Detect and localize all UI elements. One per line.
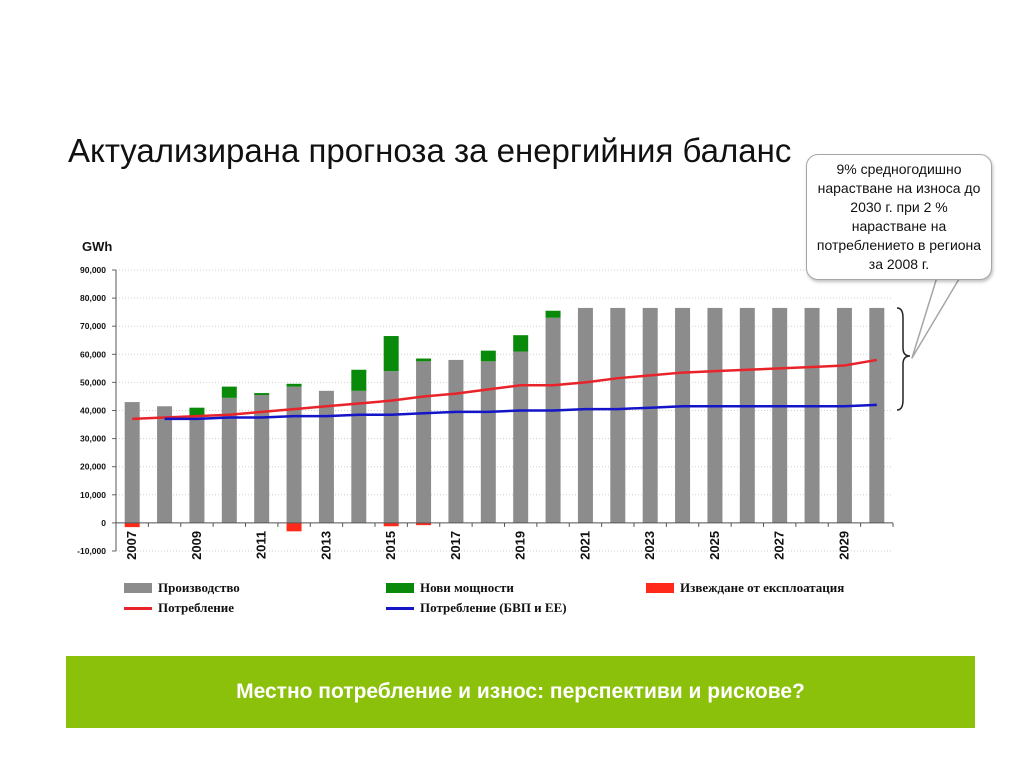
x-tick-label: 2017: [448, 531, 463, 560]
y-unit-label: GWh: [82, 239, 112, 254]
y-tick-label: 50,000: [80, 377, 106, 387]
bar-decommissioning: [124, 522, 140, 528]
y-tick-label: 80,000: [80, 293, 106, 303]
legend-label-production: Производство: [158, 580, 240, 595]
bar-production: [577, 307, 593, 523]
bar-production: [124, 402, 140, 523]
legend-label-consumption-gdp: Потребление (БВП и ЕЕ): [420, 600, 567, 615]
y-tick-label: 0: [101, 518, 106, 528]
y-tick-label: 30,000: [80, 434, 106, 444]
bar-production: [416, 361, 432, 523]
y-tick-label: 40,000: [80, 406, 106, 416]
x-tick-label: 2007: [124, 531, 139, 560]
bar-production: [254, 395, 270, 523]
legend-swatch-decommissioning: [646, 583, 674, 593]
bar-new-capacity: [221, 386, 237, 398]
x-tick-label: 2009: [189, 531, 204, 560]
legend-label-consumption: Потребление: [158, 600, 234, 615]
bar-production: [610, 307, 626, 523]
x-tick-label: 2025: [707, 531, 722, 560]
legend-label-decommissioning: Извеждане от експлоатация: [680, 580, 845, 595]
x-tick-label: 2019: [513, 531, 528, 560]
legend-swatch-new-capacity: [386, 583, 414, 593]
y-tick-label: 20,000: [80, 462, 106, 472]
x-tick-label: 2015: [383, 531, 398, 560]
bar-production: [480, 361, 496, 523]
bar-production: [157, 406, 173, 523]
legend-item-decommissioning: Извеждане от експлоатация: [646, 580, 844, 596]
bar-production: [448, 359, 464, 523]
legend-item-consumption-gdp: Потребление (БВП и ЕЕ): [386, 600, 567, 616]
y-tick-label: 90,000: [80, 265, 106, 275]
x-tick-label: 2021: [577, 531, 592, 560]
bar-production: [286, 386, 302, 523]
x-tick-label: 2029: [836, 531, 851, 560]
bar-new-capacity: [513, 335, 529, 352]
bar-decommissioning: [383, 522, 399, 527]
bar-decommissioning: [416, 522, 432, 526]
legend-item-production: Производство: [124, 580, 240, 596]
bar-new-capacity: [189, 407, 205, 417]
bar-production: [318, 390, 334, 523]
bar-production: [772, 307, 788, 523]
bar-production: [707, 307, 723, 523]
bar-production: [221, 397, 237, 523]
bar-production: [869, 307, 885, 523]
bar-production: [739, 307, 755, 523]
bar-production: [642, 307, 658, 523]
legend-swatch-consumption: [124, 606, 152, 610]
y-tick-label: 60,000: [80, 349, 106, 359]
bar-production: [836, 307, 852, 523]
x-tick-label: 2011: [254, 531, 269, 559]
bar-production: [675, 307, 691, 523]
bar-production: [189, 416, 205, 523]
slide-title: Актуализирана прогноза за енергийния бал…: [68, 132, 792, 169]
bar-new-capacity: [480, 350, 496, 362]
bottom-banner: Местно потребление и износ: перспективи …: [66, 656, 975, 728]
y-tick-label: 70,000: [80, 321, 106, 331]
x-tick-label: 2027: [772, 531, 787, 560]
legend-swatch-consumption-gdp: [386, 606, 414, 610]
bar-new-capacity: [286, 383, 302, 387]
bar-decommissioning: [286, 522, 302, 532]
bar-production: [351, 390, 367, 523]
banner-text: Местно потребление и износ: перспективи …: [236, 680, 805, 703]
callout: 9% средногодишно нарастване на износа до…: [806, 154, 992, 280]
bar-new-capacity: [383, 336, 399, 372]
bar-new-capacity: [416, 358, 432, 362]
y-tick-label: -10,000: [77, 546, 106, 556]
bar-production: [513, 351, 529, 523]
bar-new-capacity: [545, 310, 561, 318]
legend-item-new-capacity: Нови мощности: [386, 580, 514, 596]
x-tick-label: 2013: [318, 531, 333, 560]
bar-production: [383, 371, 399, 523]
series-line-consumption-gdp: [164, 403, 877, 421]
bar-production: [804, 307, 820, 523]
callout-pointer: [911, 273, 963, 359]
y-tick-label: 10,000: [80, 490, 106, 500]
bar-new-capacity: [351, 369, 367, 391]
x-tick-label: 2023: [642, 531, 657, 560]
bar-production: [545, 317, 561, 523]
legend-label-new-capacity: Нови мощности: [420, 580, 514, 595]
bar-new-capacity: [254, 393, 270, 396]
callout-text: 9% средногодишно нарастване на износа до…: [806, 154, 992, 280]
range-bracket: [896, 307, 911, 411]
legend-swatch-production: [124, 583, 152, 593]
series-line-consumption: [132, 358, 878, 421]
legend-item-consumption: Потребление: [124, 600, 234, 616]
